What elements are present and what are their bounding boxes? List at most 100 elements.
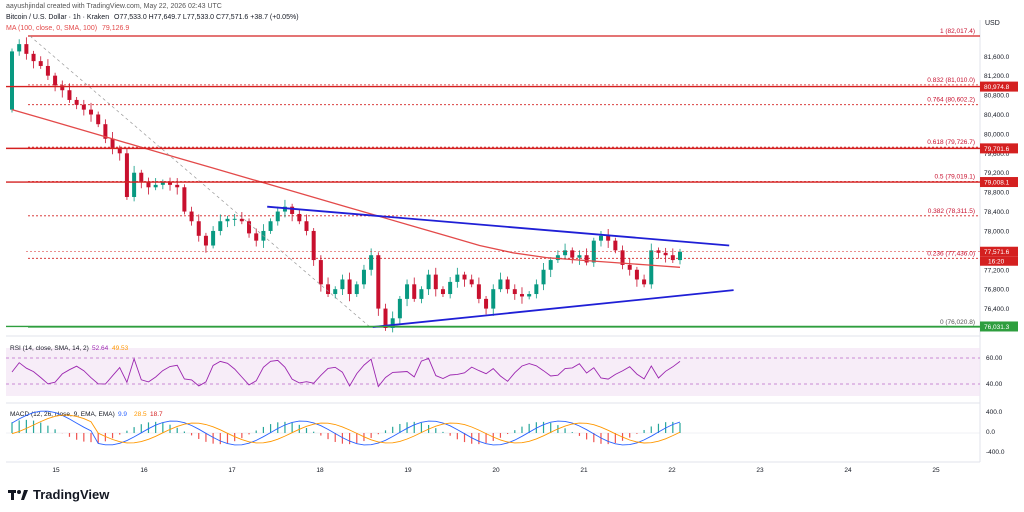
- candle-body: [268, 221, 273, 231]
- time-tick-label: 15: [52, 467, 60, 474]
- price-tag-label: 79,701.6: [984, 146, 1010, 153]
- countdown-label: 16:20: [988, 259, 1005, 266]
- candle-body: [469, 279, 474, 285]
- symbol-label[interactable]: Bitcoin / U.S. Dollar · 1h · Kraken: [6, 14, 110, 21]
- candle-body: [326, 284, 331, 295]
- time-tick-label: 16: [140, 467, 148, 474]
- candle-body: [649, 250, 654, 285]
- candle-body: [67, 90, 72, 100]
- candle-body: [340, 279, 345, 290]
- candle-body: [38, 61, 43, 66]
- candle-body: [297, 213, 302, 222]
- rsi-tick: 60.00: [986, 355, 1003, 362]
- time-tick-label: 24: [844, 467, 852, 474]
- ma-legend[interactable]: MA (100, close, 0, SMA, 100) 79,126.9: [6, 25, 129, 32]
- candle-body: [383, 308, 388, 328]
- price-tag-label: 77,571.6: [984, 249, 1010, 256]
- price-tag-bg: [980, 143, 1018, 154]
- time-tick-label: 17: [228, 467, 236, 474]
- candle-body: [24, 44, 29, 54]
- signal-line: [11, 414, 681, 444]
- price-tick-label: 78,800.0: [984, 190, 1010, 197]
- price-tick-label: 76,800.0: [984, 287, 1010, 294]
- candle-body: [426, 274, 431, 290]
- rsi-band: [6, 348, 980, 396]
- macd-value: 28.5: [134, 411, 147, 418]
- time-tick-label: 25: [932, 467, 940, 474]
- candle-body: [563, 250, 568, 256]
- candle-body: [462, 274, 467, 280]
- time-axis: 15 16 17 18 19 20 21 22 23 24 25: [52, 467, 940, 474]
- candle-body: [498, 279, 503, 290]
- time-tick-label: 20: [492, 467, 500, 474]
- candle-body: [390, 318, 395, 328]
- price-tick-label: 81,200.0: [984, 73, 1010, 80]
- rsi-value-2: 49.53: [112, 345, 129, 352]
- price-tag-bg: [980, 321, 1018, 332]
- ohlc-label: O77,533.0 H77,649.7 L77,533.0 C77,571.6 …: [114, 14, 299, 21]
- candle-body: [110, 138, 115, 149]
- candle-body: [153, 184, 158, 188]
- rsi-pane: RSI (14, close, SMA, 14, 2) 52.64 49.53 60.…: [6, 345, 1003, 396]
- candle-body: [534, 284, 539, 295]
- trendline-upper: [267, 205, 730, 247]
- candle-body: [304, 221, 309, 231]
- candle-body: [10, 51, 14, 110]
- candle-body: [527, 294, 532, 297]
- candle-body: [311, 230, 316, 261]
- candle-body: [361, 269, 366, 285]
- countdown-bg: [980, 256, 1018, 266]
- candle-body: [89, 109, 94, 115]
- candle-body: [484, 298, 489, 309]
- candle-body: [642, 279, 647, 285]
- candle-body: [577, 255, 582, 258]
- candle-body: [232, 218, 237, 220]
- fib-label: 0.236 (77,436.0): [927, 250, 975, 257]
- price-tag-label: 79,008.1: [984, 180, 1010, 187]
- candles: [10, 37, 682, 333]
- candle-body: [132, 172, 137, 197]
- candle-body: [247, 221, 252, 234]
- price-tick-label: 76,400.0: [984, 306, 1010, 313]
- tradingview-text: TradingView: [33, 487, 110, 502]
- candle-body: [627, 264, 632, 270]
- candle-body: [369, 255, 374, 270]
- candle-body: [60, 85, 65, 91]
- candle-body: [448, 281, 453, 295]
- macd-tick: 0.0: [986, 429, 995, 436]
- candle-body: [598, 235, 603, 241]
- created-by-label: aayushjindal created with TradingView.co…: [6, 3, 222, 10]
- candle-body: [124, 153, 129, 197]
- price-tick-label: 79,200.0: [984, 170, 1010, 177]
- candle-body: [491, 289, 496, 309]
- candle-body: [476, 284, 481, 299]
- candle-body: [405, 284, 410, 299]
- candle-body: [678, 251, 682, 261]
- candle-body: [31, 53, 36, 62]
- candle-body: [45, 65, 50, 76]
- candle-body: [81, 104, 86, 110]
- price-tick-label: 80,400.0: [984, 112, 1010, 119]
- candle-body: [419, 289, 424, 299]
- ma100-line: [11, 108, 681, 268]
- price-tag-label: 76,031.3: [984, 324, 1010, 331]
- macd-label: MACD (12, 26, close, 9, EMA, EMA): [10, 411, 115, 418]
- candle-body: [211, 230, 216, 246]
- price-tag-bg: [980, 177, 1018, 188]
- fib-label: 0.764 (80,602.2): [927, 97, 975, 104]
- fib-label: 0.5 (79,019.1): [935, 173, 975, 180]
- candle-body: [555, 255, 560, 261]
- trendline-lower: [372, 289, 734, 328]
- candle-body: [254, 233, 259, 241]
- fib-label: 0 (76,020.8): [940, 319, 975, 326]
- price-tags: 80,974.8 79,701.6 79,008.1 77,571.6 76,031.3…: [6, 81, 1018, 332]
- price-tick-label: 81,600.0: [984, 54, 1010, 61]
- tradingview-logo[interactable]: TradingView: [8, 487, 109, 502]
- candle-body: [620, 250, 625, 265]
- candle-body: [333, 289, 338, 295]
- fib-label: 0.618 (79,726.7): [927, 139, 975, 146]
- macd-value: 18.7: [150, 411, 163, 418]
- rsi-line: [11, 357, 681, 388]
- price-tick-label: 80,800.0: [984, 93, 1010, 100]
